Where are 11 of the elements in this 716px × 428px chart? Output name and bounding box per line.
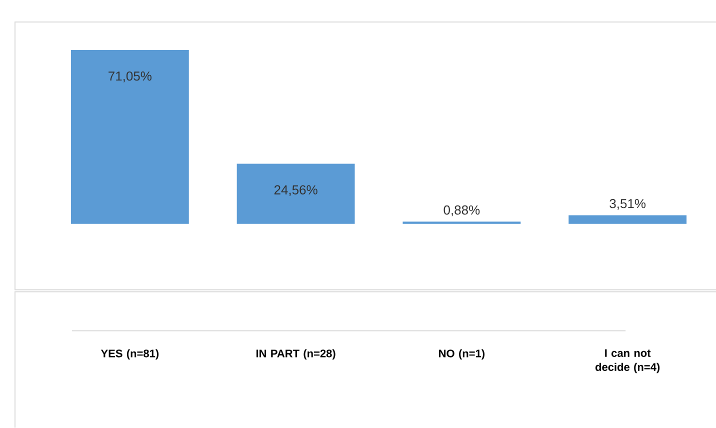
x-tick-label: IN PART (n=28)	[256, 349, 336, 360]
data-label: 0,88%	[444, 206, 480, 216]
bar	[568, 215, 687, 224]
bar	[236, 164, 355, 224]
data-label: 3,51%	[610, 199, 646, 210]
x-tick-label: YES (n=81)	[100, 349, 159, 360]
bar	[70, 50, 189, 224]
data-label: 24,56%	[274, 185, 318, 196]
x-tick-label: NO (n=1)	[439, 349, 484, 360]
data-label: 71,05%	[108, 72, 152, 82]
x-tick-label: I can not decide (n=4)	[595, 349, 660, 374]
